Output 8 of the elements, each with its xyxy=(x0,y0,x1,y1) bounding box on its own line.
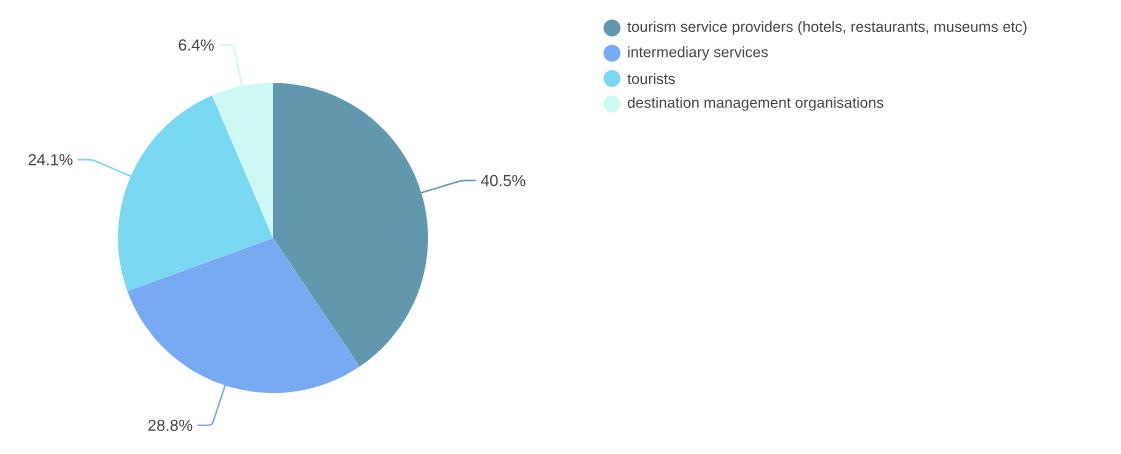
data-label: 24.1% xyxy=(28,154,73,166)
legend-label: tourism service providers (hotels, restaurants, museums etc) xyxy=(627,21,1027,35)
data-label: 28.8% xyxy=(148,419,193,431)
data-label: 40.5% xyxy=(481,174,526,187)
data-label: 6.4% xyxy=(178,39,214,51)
legend-label: intermediary services xyxy=(628,46,768,61)
legend-label: destination management organisations xyxy=(627,96,884,111)
legend-label: tourists xyxy=(627,73,675,85)
